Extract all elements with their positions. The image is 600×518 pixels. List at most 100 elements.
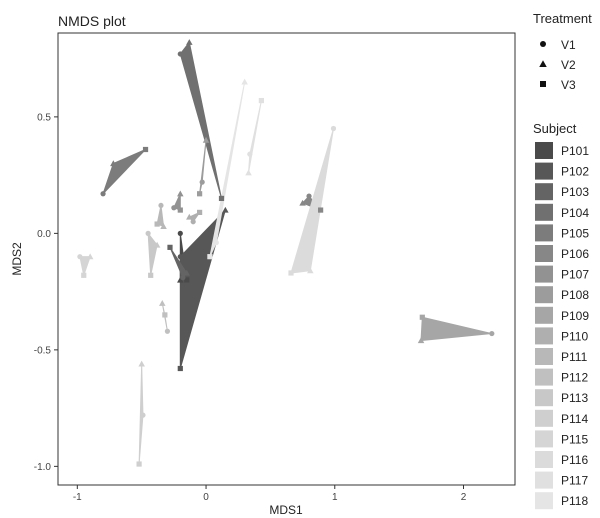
subject-legend-label: P117 — [561, 474, 588, 488]
subject-legend-label: P109 — [561, 309, 589, 323]
point-p104-v1 — [177, 51, 183, 57]
point-p118-v2 — [241, 78, 248, 85]
polygon-p115 — [79, 256, 91, 278]
polygon-p118 — [209, 81, 246, 257]
subject-legend-label: P114 — [561, 412, 588, 426]
polygon-p116 — [290, 128, 334, 274]
point-p101-v3 — [184, 277, 190, 283]
point-p112-v3 — [162, 312, 168, 318]
subject-legend-swatch — [535, 492, 553, 510]
subject-legend-label: P106 — [561, 247, 589, 261]
subject-legend-label: P107 — [561, 268, 589, 282]
point-p112-v1 — [164, 328, 171, 334]
point-p110-v1 — [190, 219, 196, 225]
subject-legend-label: P113 — [561, 391, 588, 405]
point-p105-v1 — [100, 191, 106, 197]
y-tick-label: 0.5 — [37, 112, 51, 123]
treatment-legend-title: Treatment — [533, 11, 592, 26]
subject-legend-swatch — [535, 142, 553, 159]
point-p105-v3 — [142, 146, 149, 153]
y-axis-label: MDS2 — [10, 242, 24, 276]
x-axis: -1 0 1 2 — [73, 485, 467, 503]
y-tick-label: -1.0 — [34, 462, 52, 473]
subject-legend-label: P102 — [561, 165, 589, 179]
point-p111-v3 — [154, 221, 160, 227]
point-p108-v3 — [197, 191, 203, 197]
subject-legend-swatch — [535, 471, 553, 489]
chart-title: NMDS plot — [58, 13, 126, 29]
point-p108-v2 — [202, 136, 210, 143]
point-p102-v1 — [177, 254, 183, 260]
x-tick-label: 0 — [203, 492, 209, 503]
subject-legend-swatch — [535, 368, 553, 386]
point-p103-v1 — [180, 275, 186, 281]
point-p115-v2 — [86, 253, 94, 260]
polygon-p113 — [147, 231, 158, 276]
x-tick-label: 2 — [461, 492, 467, 503]
point-p101-v1 — [177, 230, 183, 236]
subject-legend-swatch — [535, 451, 553, 468]
point-p117-v3 — [258, 97, 264, 104]
subject-legend-title: Subject — [533, 121, 577, 136]
subject-legend-swatch — [535, 348, 553, 365]
point-p115-v3 — [81, 272, 87, 278]
treatment-legend-triangle-icon — [539, 60, 547, 67]
subject-legend-label: P118 — [561, 494, 588, 508]
point-p103-v3 — [167, 244, 173, 250]
point-p104-v3 — [218, 195, 225, 202]
subject-legend-swatch — [535, 183, 553, 201]
subject-legend-swatch — [535, 162, 553, 180]
subject-legend-swatch — [535, 224, 553, 242]
point-p106-v1 — [306, 193, 312, 199]
point-p114-v3 — [136, 461, 142, 467]
point-p106-v3 — [318, 207, 324, 213]
subject-legend-swatch — [535, 327, 553, 345]
x-tick-label: -1 — [73, 492, 82, 503]
x-axis-label: MDS1 — [269, 503, 303, 517]
subject-legend-label: P108 — [561, 288, 589, 302]
subject-legend-swatch — [535, 430, 553, 448]
treatment-legend-label: V1 — [561, 38, 576, 52]
treatment-legend: Treatment V1 V2 V3 — [533, 11, 592, 92]
point-p107-v3 — [177, 207, 183, 213]
polygon-p108 — [199, 140, 207, 194]
point-p117-v1 — [247, 151, 253, 157]
point-p104-v2 — [186, 39, 193, 45]
subject-legend-label: P116 — [561, 453, 588, 467]
polygon-p104 — [179, 41, 222, 199]
point-p109-v3 — [419, 314, 425, 320]
subject-legend-label: P115 — [561, 432, 588, 446]
point-p105-v2 — [110, 160, 117, 167]
subject-legend-label: P101 — [561, 144, 589, 158]
point-p115-v1 — [77, 254, 83, 260]
point-p116-v3 — [288, 270, 294, 276]
point-p113-v3 — [148, 272, 154, 278]
point-p107-v2 — [177, 190, 184, 197]
point-p118-v1 — [213, 240, 219, 246]
point-p112-v2 — [159, 300, 166, 306]
point-p106-v2 — [299, 199, 306, 206]
point-p116-v1 — [330, 125, 337, 132]
treatment-legend-label: V2 — [561, 58, 576, 72]
point-p108-v1 — [199, 179, 205, 185]
point-p117-v2 — [245, 169, 252, 176]
subject-legend-swatch — [535, 286, 553, 304]
point-p107-v1 — [171, 205, 177, 211]
subject-legend-label: P112 — [561, 371, 588, 385]
y-axis: -1.0 -0.5 0.0 0.5 — [34, 112, 58, 473]
subject-legend-label: P110 — [561, 329, 588, 343]
point-p109-v2 — [417, 337, 425, 344]
point-p109-v1 — [489, 330, 495, 337]
polygon-p102 — [179, 209, 226, 369]
treatment-legend-label: V3 — [561, 78, 576, 92]
point-p114-v1 — [140, 412, 146, 418]
subject-legend-label: P111 — [561, 350, 588, 364]
polygon-p109 — [420, 316, 492, 342]
subject-legend-swatch — [535, 389, 553, 407]
plot-panel — [57, 32, 516, 486]
point-p101-v2 — [177, 276, 184, 283]
treatment-legend-circle-icon — [540, 41, 546, 47]
point-p103-v2 — [183, 269, 190, 276]
subject-legend-label: P103 — [561, 185, 589, 199]
treatment-legend-square-icon — [540, 81, 546, 87]
